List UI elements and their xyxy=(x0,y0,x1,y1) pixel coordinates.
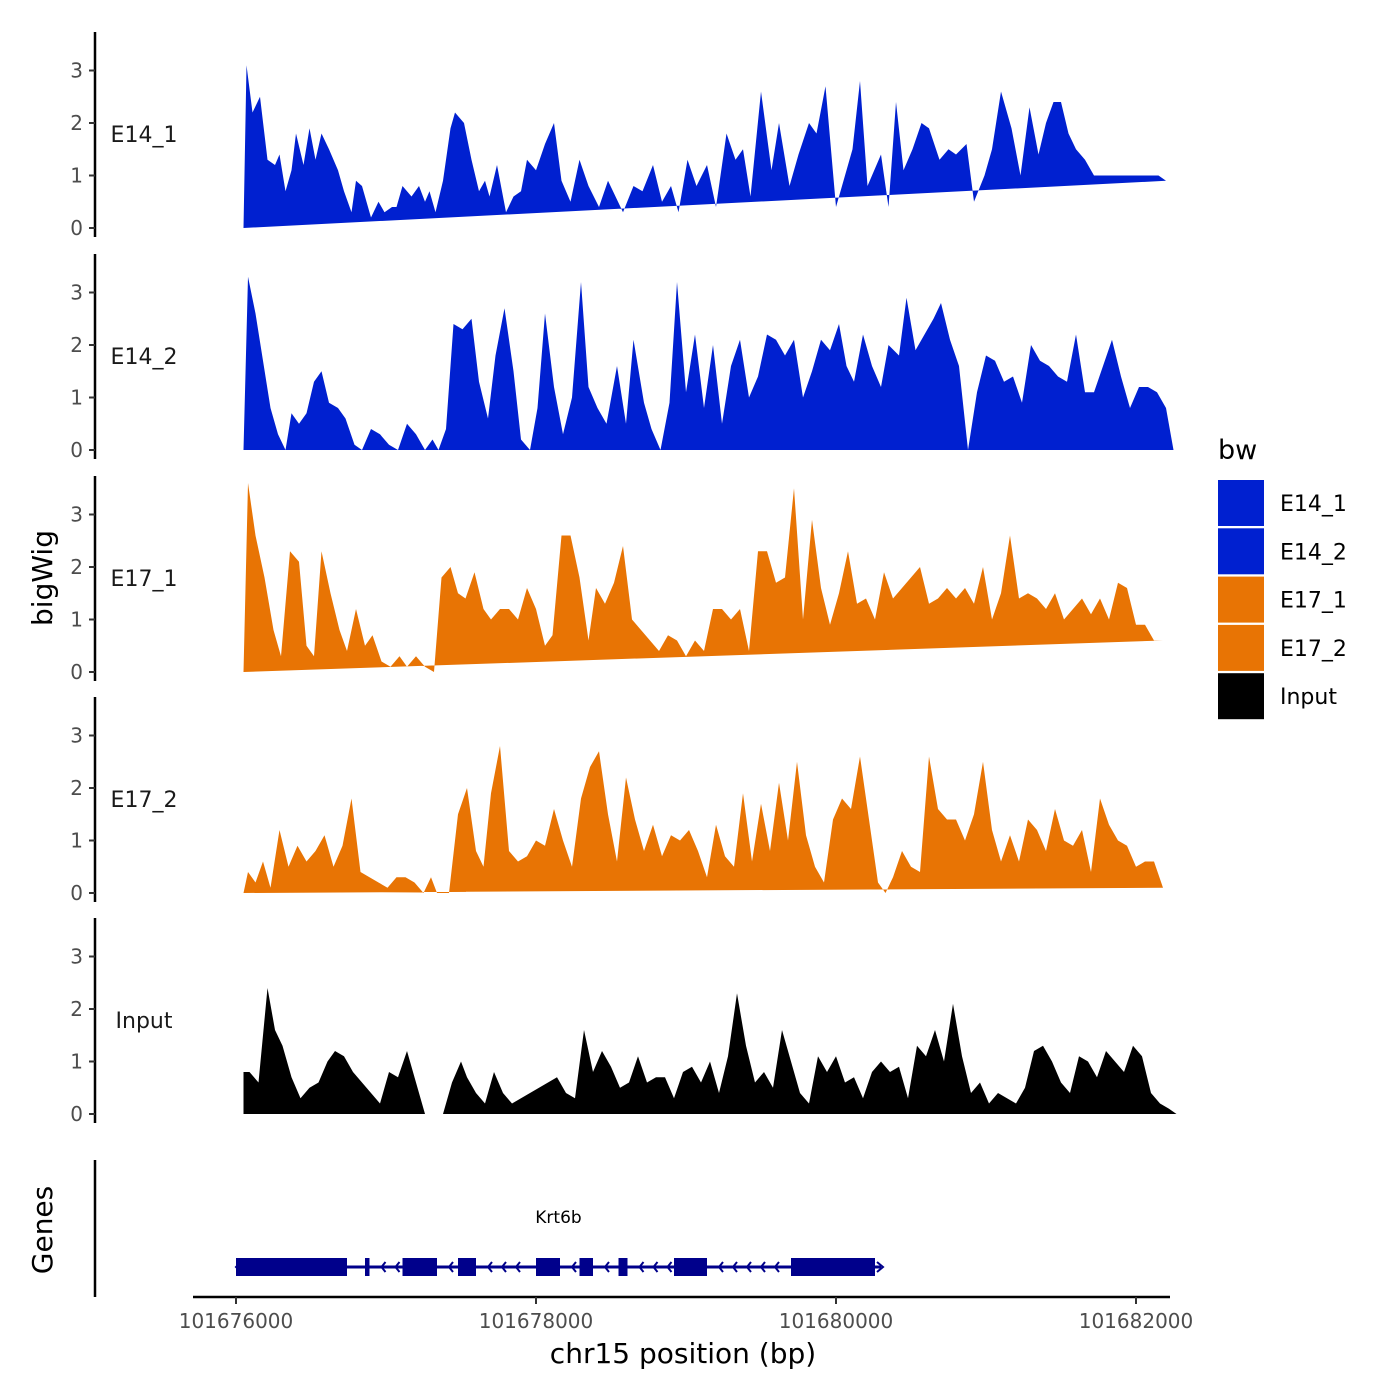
legend-swatch-E17_2 xyxy=(1218,624,1264,671)
y-tick-label: 2 xyxy=(70,555,83,579)
y-tick-label: 1 xyxy=(70,608,83,632)
strand-arrow xyxy=(447,1261,454,1273)
gene-exon xyxy=(618,1258,628,1276)
gene-exon xyxy=(579,1258,593,1276)
legend-swatch-E17_1 xyxy=(1218,576,1264,623)
strand-arrow xyxy=(380,1261,387,1273)
strand-arrow xyxy=(717,1261,724,1273)
y-tick-label: 1 xyxy=(70,164,83,188)
strand-arrow xyxy=(514,1261,521,1273)
y-tick-label: 3 xyxy=(70,503,83,527)
legend-swatch-E14_2 xyxy=(1218,528,1264,575)
strand-arrow xyxy=(652,1261,659,1273)
legend-swatch-Input xyxy=(1218,673,1264,720)
strand-arrow xyxy=(638,1261,645,1273)
y-tick-label: 0 xyxy=(70,438,83,462)
x-tick-label: 101682000 xyxy=(1079,1309,1194,1333)
gene-label: Krt6b xyxy=(535,1208,581,1228)
y-tick-label: 3 xyxy=(70,724,83,748)
legend: bw E14_1 E14_2 E17_1 E17_2 Input xyxy=(1218,435,1347,720)
track-label: Input xyxy=(116,1009,173,1034)
strand-arrow xyxy=(394,1261,401,1273)
legend-label: Input xyxy=(1280,685,1337,710)
legend-swatch-E14_1 xyxy=(1218,480,1264,526)
strand-arrow xyxy=(500,1261,507,1273)
strand-arrow xyxy=(603,1261,610,1273)
track-Input: 0 1 2 3 Input xyxy=(70,918,1177,1126)
gene-exon xyxy=(402,1258,437,1276)
gene-start-cap xyxy=(234,1261,242,1273)
strand-arrow xyxy=(731,1261,738,1273)
gene-exon xyxy=(791,1258,875,1276)
gene-track: Krt6b xyxy=(93,1160,885,1297)
y-tick-label: 2 xyxy=(70,111,83,135)
strand-arrow xyxy=(759,1261,766,1273)
legend-label: E14_2 xyxy=(1280,540,1347,565)
x-axis-title: chr15 position (bp) xyxy=(550,1337,816,1370)
x-axis: 101676000 101678000 101680000 101682000 xyxy=(179,1295,1194,1333)
y-tick-label: 2 xyxy=(70,776,83,800)
y-tick-label: 3 xyxy=(70,59,83,83)
signal-area-Input xyxy=(243,988,1177,1114)
track-label: E17_1 xyxy=(111,567,178,592)
track-label: E17_2 xyxy=(111,788,178,813)
gene-end-cap xyxy=(876,1261,885,1273)
y-tick-label: 2 xyxy=(70,333,83,357)
signal-area-E17_1 xyxy=(243,483,1163,672)
track-E14_2: 0 1 2 3 E14_2 xyxy=(70,254,1174,462)
genes-axis-title: Genes xyxy=(26,1186,59,1274)
strand-arrow xyxy=(486,1261,493,1273)
gene-exon xyxy=(236,1258,347,1276)
strand-arrow xyxy=(745,1261,752,1273)
y-tick-label: 1 xyxy=(70,1050,83,1074)
y-tick-label: 0 xyxy=(70,216,83,240)
track-E14_1: 0 1 2 3 E14_1 xyxy=(70,32,1166,240)
signal-area-E14_1 xyxy=(243,65,1166,228)
signal-area-E14_2 xyxy=(243,276,1174,450)
gene-exon xyxy=(536,1258,560,1276)
strand-arrow xyxy=(773,1261,780,1273)
y-tick-label: 3 xyxy=(70,945,83,969)
y-tick-label: 0 xyxy=(70,1102,83,1126)
y-tick-label: 1 xyxy=(70,829,83,853)
y-tick-label: 1 xyxy=(70,386,83,410)
y-axis-title: bigWig xyxy=(26,530,59,626)
x-tick-label: 101678000 xyxy=(479,1309,594,1333)
y-tick-label: 0 xyxy=(70,881,83,905)
track-E17_2: 0 1 2 3 E17_2 xyxy=(70,697,1163,905)
strand-arrow xyxy=(666,1261,673,1273)
track-label: E14_1 xyxy=(111,123,178,148)
legend-title: bw xyxy=(1218,435,1257,466)
signal-area-E17_2 xyxy=(243,746,1163,893)
x-tick-label: 101680000 xyxy=(779,1309,894,1333)
y-tick-label: 2 xyxy=(70,997,83,1021)
y-tick-label: 3 xyxy=(70,281,83,305)
y-tick-label: 0 xyxy=(70,660,83,684)
track-label: E14_2 xyxy=(111,345,178,370)
gene-exon xyxy=(458,1258,476,1276)
gene-exon xyxy=(674,1258,707,1276)
x-tick-label: 101676000 xyxy=(179,1309,294,1333)
track-E17_1: 0 1 2 3 E17_1 xyxy=(70,476,1163,684)
legend-label: E14_1 xyxy=(1280,492,1347,517)
bigwig-tracks: 0 1 2 3 E14_1 0 1 2 3 E14_2 0 1 2 3 E17_1 0 1 2 3 E17_2 0 1 2 3… xyxy=(70,32,1177,1126)
strand-arrow xyxy=(570,1261,577,1273)
legend-label: E17_2 xyxy=(1280,637,1347,662)
gene-exon xyxy=(365,1258,370,1276)
legend-label: E17_1 xyxy=(1280,589,1347,614)
